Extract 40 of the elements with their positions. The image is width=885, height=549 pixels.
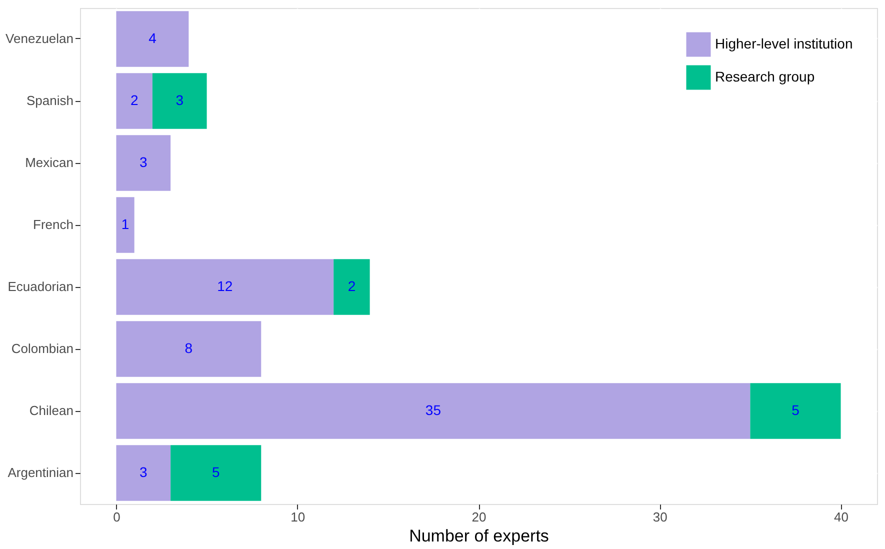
bar xyxy=(116,445,171,501)
y-tick-label: Venezuelan xyxy=(6,31,74,46)
x-tick-label: 30 xyxy=(652,510,668,524)
data-label: 5 xyxy=(212,464,220,480)
bar xyxy=(152,73,207,129)
legend-label: Higher-level institution xyxy=(715,36,853,52)
data-label: 5 xyxy=(792,402,800,418)
y-tick-label: Colombian xyxy=(11,341,74,356)
y-tick-label: Ecuadorian xyxy=(8,279,74,294)
data-label: 35 xyxy=(425,402,442,418)
y-tick-label: French xyxy=(33,217,74,232)
bar xyxy=(116,135,171,191)
x-tick-label: 20 xyxy=(472,510,486,524)
data-label: 2 xyxy=(130,92,138,108)
bar xyxy=(116,11,189,67)
y-tick-label: Chilean xyxy=(29,403,74,418)
bar xyxy=(116,259,334,315)
y-tick-label: Spanish xyxy=(26,93,74,108)
data-label: 3 xyxy=(140,464,148,480)
legend-label: Research group xyxy=(715,68,815,84)
y-tick-label: Mexican xyxy=(25,155,74,170)
x-tick-label: 0 xyxy=(113,510,120,524)
x-tick-label: 10 xyxy=(290,510,306,524)
data-label: 4 xyxy=(148,30,157,46)
bar xyxy=(116,197,134,253)
bar xyxy=(170,445,262,501)
y-tick-label: Argentinian xyxy=(8,465,74,480)
bar xyxy=(116,73,152,129)
x-axis-title: Number of experts xyxy=(409,526,549,546)
bar xyxy=(116,383,750,439)
bar xyxy=(334,259,370,315)
bar xyxy=(116,321,262,377)
data-label: 1 xyxy=(121,216,130,232)
data-label: 3 xyxy=(176,92,184,108)
data-label: 3 xyxy=(140,154,148,170)
data-label: 2 xyxy=(348,278,356,294)
data-label: 8 xyxy=(184,340,193,356)
data-label: 12 xyxy=(217,278,233,294)
x-tick-label: 40 xyxy=(834,510,849,524)
bar xyxy=(750,383,841,439)
